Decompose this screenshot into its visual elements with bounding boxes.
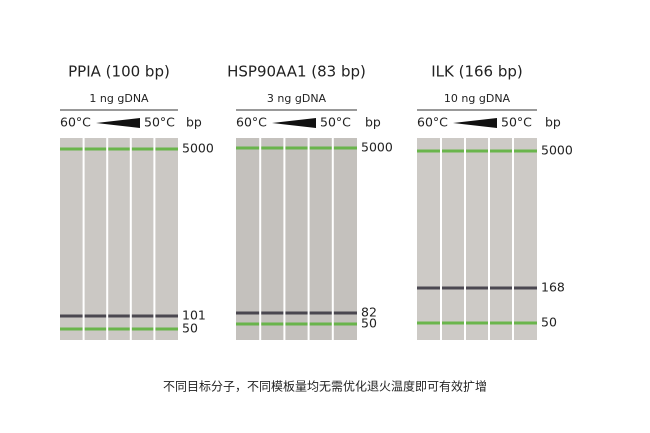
- marker-label: 5000: [182, 141, 214, 156]
- panel-title: PPIA (100 bp): [68, 63, 170, 81]
- template-label: 1 ng gDNA: [89, 92, 149, 105]
- unit-label: bp: [545, 115, 561, 130]
- panel-title: ILK (166 bp): [431, 63, 523, 81]
- gradient-wedge: [96, 118, 140, 128]
- template-label: 10 ng gDNA: [444, 92, 511, 105]
- gel: [236, 138, 357, 340]
- temp-low: 50°C: [320, 115, 351, 130]
- band: [417, 149, 537, 153]
- temp-high: 60°C: [236, 115, 267, 130]
- temp-high: 60°C: [417, 115, 448, 130]
- gradient-wedge: [272, 118, 316, 128]
- gel: [417, 138, 537, 340]
- unit-label: bp: [186, 115, 202, 130]
- caption: 不同目标分子，不同模板量均无需优化退火温度即可有效扩增: [163, 379, 487, 394]
- gradient-wedge: [453, 118, 497, 128]
- marker-label: 50: [541, 315, 557, 330]
- band: [417, 321, 537, 325]
- marker-label: 5000: [541, 143, 573, 158]
- band: [236, 311, 357, 315]
- band: [60, 327, 178, 331]
- band: [60, 314, 178, 318]
- temp-low: 50°C: [144, 115, 175, 130]
- marker-label: 168: [541, 280, 565, 295]
- marker-label: 50: [182, 321, 198, 336]
- band: [60, 147, 178, 151]
- band: [236, 146, 357, 150]
- gel: [60, 138, 178, 340]
- marker-label: 82: [361, 305, 377, 320]
- marker-label: 101: [182, 308, 206, 323]
- panel-title: HSP90AA1 (83 bp): [227, 63, 366, 81]
- unit-label: bp: [365, 115, 381, 130]
- band: [236, 322, 357, 326]
- temp-high: 60°C: [60, 115, 91, 130]
- temp-low: 50°C: [501, 115, 532, 130]
- marker-label: 50: [361, 316, 377, 331]
- marker-label: 5000: [361, 140, 393, 155]
- template-label: 3 ng gDNA: [267, 92, 327, 105]
- band: [417, 286, 537, 290]
